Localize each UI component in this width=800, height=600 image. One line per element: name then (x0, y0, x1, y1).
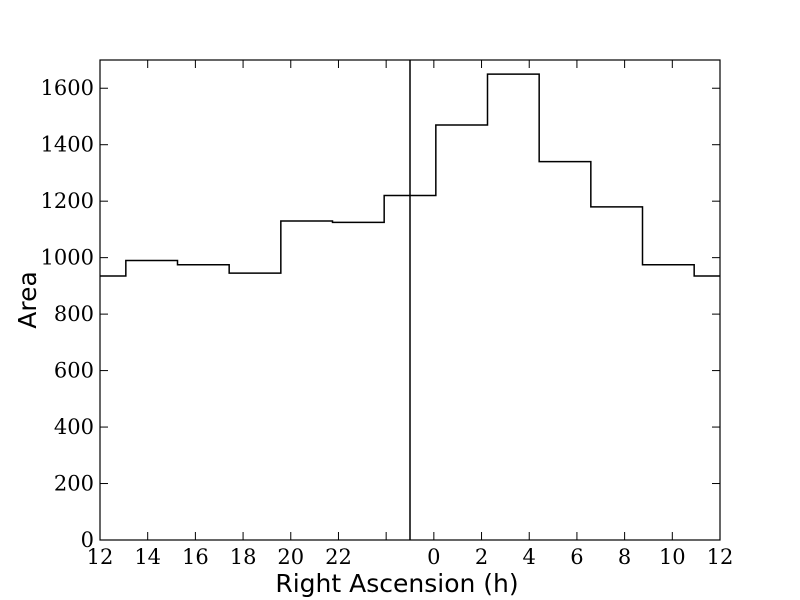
ticks (99, 60, 721, 541)
y-tick-label: 600 (54, 359, 94, 383)
x-tick-label: 10 (659, 545, 686, 569)
area-step-line (100, 73, 720, 277)
x-tick-label: 8 (618, 545, 631, 569)
x-tick-label: 4 (523, 545, 536, 569)
y-tick-label: 200 (54, 472, 94, 496)
plot-frame (99, 59, 721, 541)
x-tick-label: 20 (277, 545, 304, 569)
tick-labels: 12 14 16 18 20 22 0 2 4 6 8 10 120200400600800100012… (41, 76, 734, 569)
x-tick-label: 22 (325, 545, 352, 569)
y-tick-label: 400 (54, 415, 94, 439)
x-tick-label: 18 (230, 545, 257, 569)
x-tick-label: 16 (182, 545, 209, 569)
y-tick-label: 800 (54, 302, 94, 326)
x-tick-label: 12 (707, 545, 734, 569)
x-tick-label: 2 (475, 545, 488, 569)
y-tick-label: 1400 (41, 133, 94, 157)
x-tick-label: 14 (134, 545, 161, 569)
x-tick-label: 6 (570, 545, 583, 569)
x-tick-label: 0 (427, 545, 440, 569)
y-tick-label: 0 (81, 528, 94, 552)
y-tick-label: 1600 (41, 76, 94, 100)
x-tick-label: 12 (87, 545, 114, 569)
y-tick-label: 1200 (41, 189, 94, 213)
y-tick-label: 1000 (41, 246, 94, 270)
y-axis-title: Area (13, 271, 42, 329)
x-axis-title: Right Ascension (h) (275, 569, 518, 598)
